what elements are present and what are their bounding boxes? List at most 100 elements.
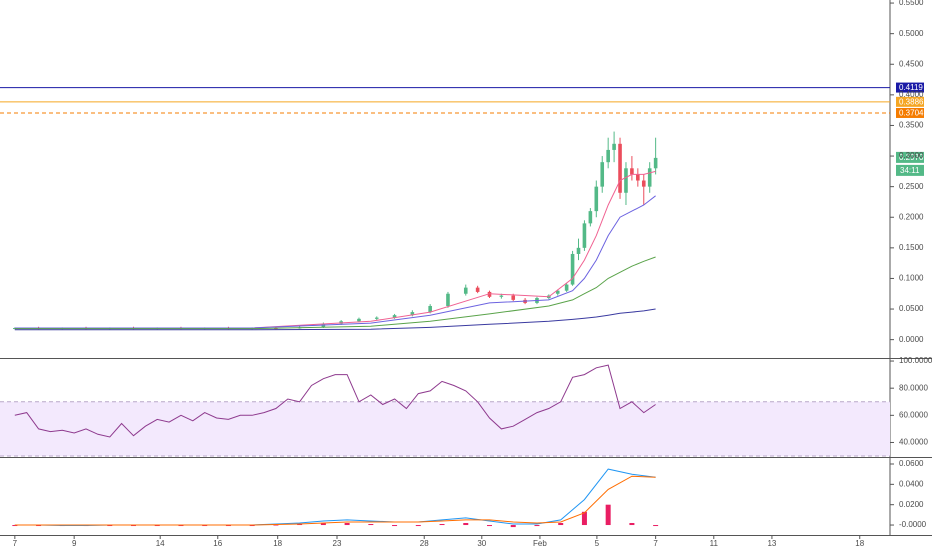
candle-body bbox=[576, 247, 581, 254]
candle-body bbox=[624, 168, 628, 193]
histogram-bar bbox=[487, 525, 492, 527]
x-tick-label: 13 bbox=[767, 539, 776, 548]
y-tick-label: 0.1500 bbox=[899, 243, 924, 252]
candle-body bbox=[410, 312, 415, 316]
histogram-bar bbox=[534, 525, 540, 527]
histogram-bar bbox=[510, 525, 516, 528]
y-tick-label: 0.4000 bbox=[899, 90, 924, 99]
candle-body bbox=[487, 291, 492, 297]
candle-body bbox=[594, 186, 599, 212]
y-tick-label: 60.0000 bbox=[899, 410, 928, 419]
x-tick-label: 7 bbox=[653, 539, 658, 548]
x-tick-label: 11 bbox=[710, 539, 719, 548]
countdown-tag bbox=[896, 164, 924, 176]
histogram-bar bbox=[581, 511, 587, 526]
histogram-bar bbox=[344, 522, 350, 526]
x-tick-label: Feb bbox=[533, 539, 547, 548]
rsi-band bbox=[0, 401, 890, 457]
y-tick-label: 100.0000 bbox=[899, 356, 932, 365]
histogram-bar bbox=[249, 525, 255, 527]
candle-body bbox=[511, 295, 516, 300]
price-level-tag bbox=[896, 96, 924, 107]
candle-body bbox=[636, 174, 640, 181]
histogram-bar bbox=[202, 525, 208, 527]
y-tick-label: 80.0000 bbox=[899, 383, 928, 392]
candle-body bbox=[600, 162, 605, 187]
x-tick-label: 7 bbox=[13, 539, 18, 548]
x-tick-label: 5 bbox=[595, 539, 600, 548]
candle-body bbox=[392, 315, 397, 318]
last-price-tag bbox=[896, 151, 924, 163]
x-tick-label: 16 bbox=[213, 539, 222, 548]
x-tick-label: 23 bbox=[333, 539, 342, 548]
histogram-bar bbox=[415, 525, 421, 527]
candle-body bbox=[357, 318, 361, 322]
y-tick-label: 40.0000 bbox=[899, 438, 928, 447]
y-tick-label: 0.3500 bbox=[899, 121, 924, 130]
moving-average bbox=[14, 308, 656, 331]
y-tick-label: 0.5500 bbox=[899, 0, 924, 7]
histogram-bar bbox=[653, 525, 659, 527]
candle-body bbox=[606, 149, 610, 163]
y-tick-label: 0.0000 bbox=[899, 335, 924, 344]
price-level-tag bbox=[896, 107, 924, 118]
histogram-bar bbox=[107, 525, 113, 527]
histogram-bar bbox=[297, 524, 303, 526]
last-price-label: 0.2970 bbox=[899, 153, 924, 162]
histogram-bar bbox=[463, 522, 469, 526]
candle-body bbox=[374, 317, 379, 319]
y-tick-label: 0.1000 bbox=[899, 274, 924, 283]
candle-body bbox=[588, 211, 593, 224]
candle-body bbox=[499, 295, 504, 297]
candle-body bbox=[630, 168, 634, 175]
histogram-bar bbox=[154, 525, 160, 527]
x-tick-label: 28 bbox=[420, 539, 429, 548]
x-tick-label: 9 bbox=[72, 539, 77, 548]
histogram-bar bbox=[131, 525, 136, 527]
price-level-tag bbox=[896, 82, 924, 93]
price-level-label: 0.3704 bbox=[899, 109, 924, 118]
y-tick-label: 0.5000 bbox=[899, 29, 924, 38]
y-tick-label: 0.4500 bbox=[899, 59, 924, 68]
histogram-bar bbox=[439, 524, 445, 526]
histogram-bar bbox=[392, 525, 398, 527]
candle-body bbox=[446, 293, 450, 306]
candle-body bbox=[428, 305, 432, 313]
candle-body bbox=[618, 143, 622, 193]
moving-average bbox=[14, 170, 656, 329]
macd-line bbox=[14, 475, 656, 526]
y-tick-label: 0.2500 bbox=[899, 182, 924, 191]
histogram-bar bbox=[605, 504, 611, 526]
candle-body bbox=[612, 143, 616, 150]
candle-body bbox=[582, 223, 587, 248]
candle-body bbox=[555, 290, 560, 294]
price-level-label: 0.4119 bbox=[899, 83, 923, 92]
rsi-line bbox=[14, 364, 656, 438]
candle-body bbox=[564, 284, 569, 291]
y-tick-label: 0.0400 bbox=[899, 479, 924, 488]
x-tick-label: 14 bbox=[156, 539, 165, 548]
y-tick-label: 0.0600 bbox=[899, 459, 924, 468]
histogram-bar bbox=[320, 522, 326, 526]
histogram-bar bbox=[178, 525, 184, 527]
x-tick-label: 30 bbox=[477, 539, 486, 548]
histogram-bar bbox=[12, 525, 18, 527]
countdown-label: 34:11 bbox=[900, 166, 920, 175]
x-tick-label: 18 bbox=[273, 539, 282, 548]
candle-body bbox=[570, 253, 575, 285]
price-level-label: 0.3886 bbox=[899, 97, 924, 106]
y-tick-label: 0.0500 bbox=[899, 304, 924, 313]
histogram-bar bbox=[273, 524, 279, 526]
candle-body bbox=[653, 157, 658, 169]
histogram-bar bbox=[36, 525, 42, 527]
y-tick-label: 0.0200 bbox=[899, 500, 924, 509]
candle-body bbox=[321, 323, 326, 328]
candle-body bbox=[647, 168, 652, 187]
candle-body bbox=[463, 287, 468, 294]
candle-body bbox=[475, 287, 480, 292]
histogram-bar bbox=[368, 524, 374, 526]
x-tick-label: 18 bbox=[855, 539, 864, 548]
y-tick-label: -0.0000 bbox=[899, 520, 927, 529]
